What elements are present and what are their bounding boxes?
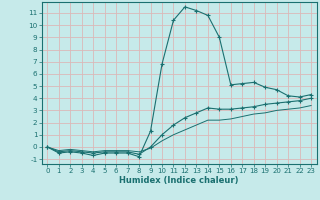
X-axis label: Humidex (Indice chaleur): Humidex (Indice chaleur): [119, 176, 239, 185]
